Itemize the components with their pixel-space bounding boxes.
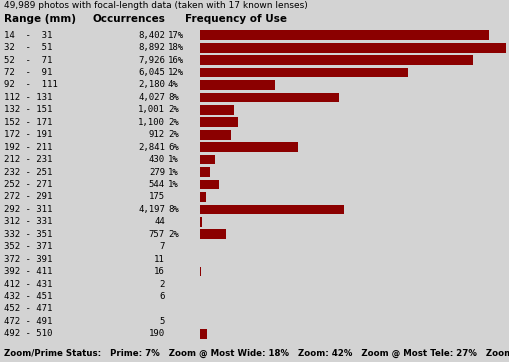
- Text: 232 - 251: 232 - 251: [4, 168, 52, 177]
- Text: 2,180: 2,180: [138, 80, 165, 89]
- Text: 175: 175: [149, 193, 165, 201]
- Bar: [200, 80, 274, 90]
- Text: Occurrences: Occurrences: [93, 14, 165, 24]
- Text: 332 - 351: 332 - 351: [4, 230, 52, 239]
- Text: 32  -  51: 32 - 51: [4, 43, 52, 52]
- Text: 16: 16: [154, 267, 165, 276]
- Text: 2: 2: [159, 279, 165, 289]
- Text: 372 - 391: 372 - 391: [4, 254, 52, 264]
- Text: 252 - 271: 252 - 271: [4, 180, 52, 189]
- Text: 2%: 2%: [167, 130, 178, 139]
- Text: 2%: 2%: [167, 230, 178, 239]
- Text: 452 - 471: 452 - 471: [4, 304, 52, 313]
- Text: 352 - 371: 352 - 371: [4, 242, 52, 251]
- Text: 544: 544: [149, 180, 165, 189]
- Text: 4,197: 4,197: [138, 205, 165, 214]
- Text: 152 - 171: 152 - 171: [4, 118, 52, 127]
- Bar: [200, 205, 344, 214]
- Text: 8,892: 8,892: [138, 43, 165, 52]
- Bar: [200, 230, 225, 239]
- Text: 18%: 18%: [167, 43, 184, 52]
- Text: 4,027: 4,027: [138, 93, 165, 102]
- Text: 432 - 451: 432 - 451: [4, 292, 52, 301]
- Text: 92  -  111: 92 - 111: [4, 80, 58, 89]
- Text: 2%: 2%: [167, 118, 178, 127]
- Text: 1%: 1%: [167, 180, 178, 189]
- Text: 8,402: 8,402: [138, 31, 165, 40]
- Text: 172 - 191: 172 - 191: [4, 130, 52, 139]
- Text: 472 - 491: 472 - 491: [4, 317, 52, 326]
- Text: 7: 7: [159, 242, 165, 251]
- Text: 392 - 411: 392 - 411: [4, 267, 52, 276]
- Bar: [200, 68, 407, 77]
- Text: 52  -  71: 52 - 71: [4, 56, 52, 64]
- Bar: [200, 329, 206, 338]
- Bar: [200, 217, 201, 227]
- Bar: [200, 55, 472, 65]
- Text: 212 - 231: 212 - 231: [4, 155, 52, 164]
- Text: 312 - 331: 312 - 331: [4, 217, 52, 226]
- Text: 12%: 12%: [167, 68, 184, 77]
- Text: Range (mm): Range (mm): [4, 14, 76, 24]
- Text: 6%: 6%: [167, 143, 178, 152]
- Bar: [200, 93, 338, 102]
- Text: 2,841: 2,841: [138, 143, 165, 152]
- Text: 912: 912: [149, 130, 165, 139]
- Text: 72  -  91: 72 - 91: [4, 68, 52, 77]
- Text: 1%: 1%: [167, 155, 178, 164]
- Text: 49,989 photos with focal-length data (taken with 17 known lenses): 49,989 photos with focal-length data (ta…: [4, 1, 307, 10]
- Text: 279: 279: [149, 168, 165, 177]
- Text: 1,100: 1,100: [138, 118, 165, 127]
- Text: 412 - 431: 412 - 431: [4, 279, 52, 289]
- Bar: [200, 142, 297, 152]
- Text: 8%: 8%: [167, 93, 178, 102]
- Text: 112 - 131: 112 - 131: [4, 93, 52, 102]
- Text: 430: 430: [149, 155, 165, 164]
- Text: 492 - 510: 492 - 510: [4, 329, 52, 338]
- Text: 5: 5: [159, 317, 165, 326]
- Text: 272 - 291: 272 - 291: [4, 193, 52, 201]
- Text: 132 - 151: 132 - 151: [4, 105, 52, 114]
- Text: 44: 44: [154, 217, 165, 226]
- Text: 292 - 311: 292 - 311: [4, 205, 52, 214]
- Bar: [200, 192, 206, 202]
- Text: 6,045: 6,045: [138, 68, 165, 77]
- Bar: [200, 105, 234, 115]
- Bar: [200, 117, 237, 127]
- Text: 6: 6: [159, 292, 165, 301]
- Bar: [200, 167, 209, 177]
- Text: 1,001: 1,001: [138, 105, 165, 114]
- Bar: [200, 180, 218, 189]
- Text: 192 - 211: 192 - 211: [4, 143, 52, 152]
- Text: 8%: 8%: [167, 205, 178, 214]
- Bar: [200, 30, 488, 40]
- Text: 11: 11: [154, 254, 165, 264]
- Text: 17%: 17%: [167, 31, 184, 40]
- Text: 16%: 16%: [167, 56, 184, 64]
- Text: 757: 757: [149, 230, 165, 239]
- Text: 7,926: 7,926: [138, 56, 165, 64]
- Text: 1%: 1%: [167, 168, 178, 177]
- Text: Frequency of Use: Frequency of Use: [185, 14, 287, 24]
- Bar: [200, 130, 231, 140]
- Text: 14  -  31: 14 - 31: [4, 31, 52, 40]
- Text: 4%: 4%: [167, 80, 178, 89]
- Text: 2%: 2%: [167, 105, 178, 114]
- Bar: [200, 43, 505, 52]
- Bar: [200, 155, 214, 164]
- Text: Zoom/Prime Status:   Prime: 7%   Zoom @ Most Wide: 18%   Zoom: 42%   Zoom @ Most: Zoom/Prime Status: Prime: 7% Zoom @ Most…: [4, 349, 509, 358]
- Text: 190: 190: [149, 329, 165, 338]
